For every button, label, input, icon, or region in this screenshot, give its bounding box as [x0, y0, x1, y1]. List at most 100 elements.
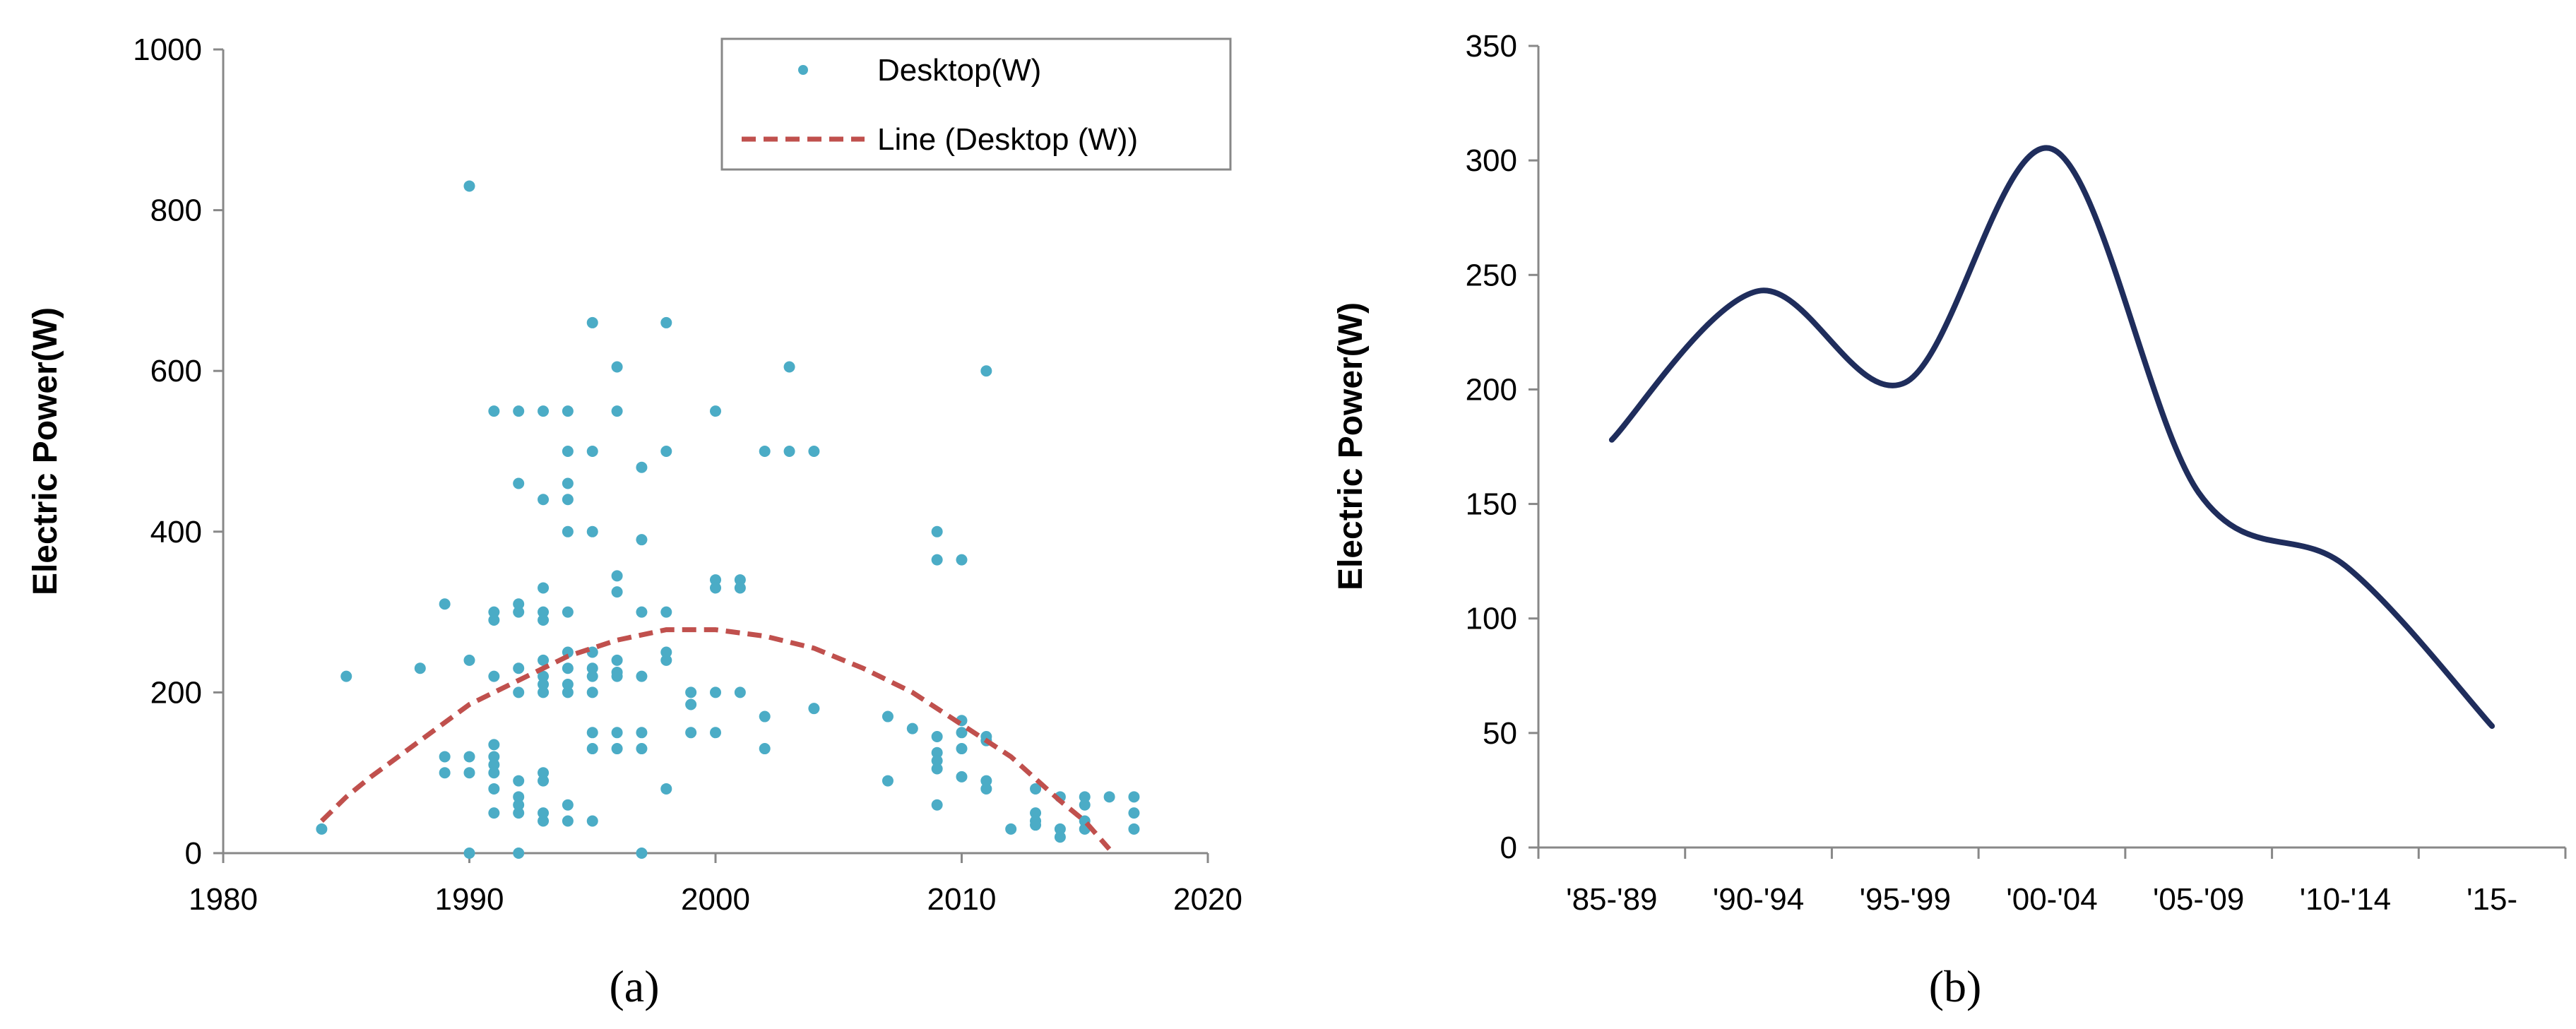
- scatter-point: [611, 670, 623, 682]
- panel-b-y-tick-label: 0: [1500, 831, 1517, 865]
- scatter-point: [685, 698, 697, 710]
- panel-b-y-axis-title: Electric Power(W): [1332, 302, 1370, 590]
- scatter-point: [439, 751, 451, 763]
- scatter-point: [882, 710, 894, 722]
- scatter-point: [956, 554, 968, 566]
- scatter-point: [538, 405, 550, 417]
- legend-label-trend-line: Line (Desktop (W)): [877, 122, 1138, 157]
- scatter-point: [586, 670, 598, 682]
- scatter-point: [710, 582, 721, 594]
- scatter-point: [808, 446, 820, 457]
- scatter-point: [488, 405, 500, 417]
- scatter-point: [1030, 819, 1042, 831]
- panel-b-x-category-label: '00-'04: [2006, 882, 2097, 917]
- panel-a-y-tick-label: 800: [150, 194, 202, 228]
- scatter-point: [538, 807, 550, 819]
- scatter-point: [562, 815, 574, 827]
- panel-a-label: (a): [609, 961, 659, 1011]
- panel-a-x-ticks: 1980 1990 2000 2010 2020: [189, 853, 1242, 917]
- panel-b-y-ticks: 0 50 100 150 200 250 300 350: [1466, 29, 1538, 865]
- scatter-point: [562, 494, 574, 506]
- scatter-point: [980, 365, 992, 377]
- panel-b-y-tick-label: 100: [1466, 602, 1517, 636]
- scatter-point: [439, 767, 451, 779]
- scatter-point: [685, 727, 697, 739]
- scatter-point: [759, 743, 771, 755]
- scatter-point: [660, 446, 672, 457]
- scatter-point: [980, 783, 992, 795]
- scatter-point: [759, 710, 771, 722]
- scatter-point: [488, 606, 500, 618]
- scatter-point: [980, 775, 992, 787]
- scatter-point: [586, 686, 598, 698]
- scatter-point: [538, 614, 550, 626]
- scatter-point: [586, 525, 598, 537]
- panel-a-y-tick-label: 1000: [133, 32, 202, 67]
- scatter-point: [734, 686, 746, 698]
- panel-b-x-ticks: '85-'89 '90-'94 '95-'99 '00-'04 '05-'09 '10-'…: [1537, 847, 2567, 917]
- scatter-point: [586, 316, 598, 328]
- scatter-point: [586, 646, 598, 658]
- scatter-point: [513, 775, 525, 787]
- panel-b-label: (b): [1929, 961, 1982, 1011]
- scatter-chart-panel-a: 0 200 400 600 800 1000 1980 1990 2000 2010 2020 E…: [27, 32, 1242, 1011]
- panel-a-x-tick-label: 2010: [927, 882, 997, 917]
- scatter-point: [340, 670, 352, 682]
- scatter-point: [931, 525, 943, 537]
- scatter-point: [660, 316, 672, 328]
- scatter-point: [463, 751, 475, 763]
- scatter-point: [513, 662, 525, 674]
- scatter-point: [414, 662, 426, 674]
- panel-a-x-tick-label: 1990: [435, 882, 504, 917]
- panel-b-y-tick-label: 200: [1466, 372, 1517, 407]
- scatter-point: [759, 446, 771, 457]
- scatter-point: [538, 775, 550, 787]
- scatter-point: [636, 847, 648, 859]
- panel-b-y-tick-label: 250: [1466, 258, 1517, 292]
- scatter-point: [586, 727, 598, 739]
- panel-b-y-tick-label: 50: [1483, 716, 1517, 751]
- scatter-point: [538, 815, 550, 827]
- scatter-point: [611, 743, 623, 755]
- scatter-point: [710, 405, 721, 417]
- panel-a-y-ticks: 0 200 400 600 800 1000: [133, 32, 223, 871]
- scatter-point: [783, 361, 795, 373]
- scatter-point: [956, 771, 968, 783]
- panel-a-x-tick-label: 2020: [1173, 882, 1242, 917]
- scatter-point: [562, 686, 574, 698]
- scatter-point: [538, 767, 550, 779]
- scatter-point: [538, 670, 550, 682]
- scatter-point: [513, 807, 525, 819]
- panel-a-y-tick-label: 0: [185, 836, 202, 871]
- line-chart-panel-b: 0 50 100 150 200 250 300 350 '85-'89 '90-'94 '95-…: [1332, 29, 2567, 1011]
- scatter-point: [1128, 807, 1140, 819]
- scatter-point: [488, 670, 500, 682]
- scatter-point: [611, 570, 623, 582]
- scatter-point: [463, 654, 475, 666]
- scatter-point: [783, 446, 795, 457]
- scatter-point: [463, 767, 475, 779]
- scatter-point: [1103, 791, 1115, 803]
- scatter-point: [685, 686, 697, 698]
- scatter-point: [538, 582, 550, 594]
- scatter-point: [931, 747, 943, 759]
- scatter-point: [734, 574, 746, 586]
- panel-b-x-category-label: '90-'94: [1713, 882, 1804, 917]
- scatter-point: [513, 606, 525, 618]
- scatter-point: [513, 847, 525, 859]
- scatter-point: [611, 586, 623, 598]
- scatter-point: [636, 727, 648, 739]
- panel-a-x-tick-label: 2000: [681, 882, 750, 917]
- scatter-point: [956, 743, 968, 755]
- scatter-point: [1054, 831, 1066, 843]
- panel-a-y-axis-title: Electric Power(W): [27, 307, 64, 595]
- scatter-point: [1079, 791, 1091, 803]
- scatter-point: [1079, 799, 1091, 811]
- panel-b-series-line: [1608, 145, 2495, 730]
- scatter-point: [538, 494, 550, 506]
- scatter-point: [316, 823, 328, 835]
- scatter-point: [488, 783, 500, 795]
- scatter-point: [882, 775, 894, 787]
- scatter-point: [488, 739, 500, 751]
- scatter-point: [636, 743, 648, 755]
